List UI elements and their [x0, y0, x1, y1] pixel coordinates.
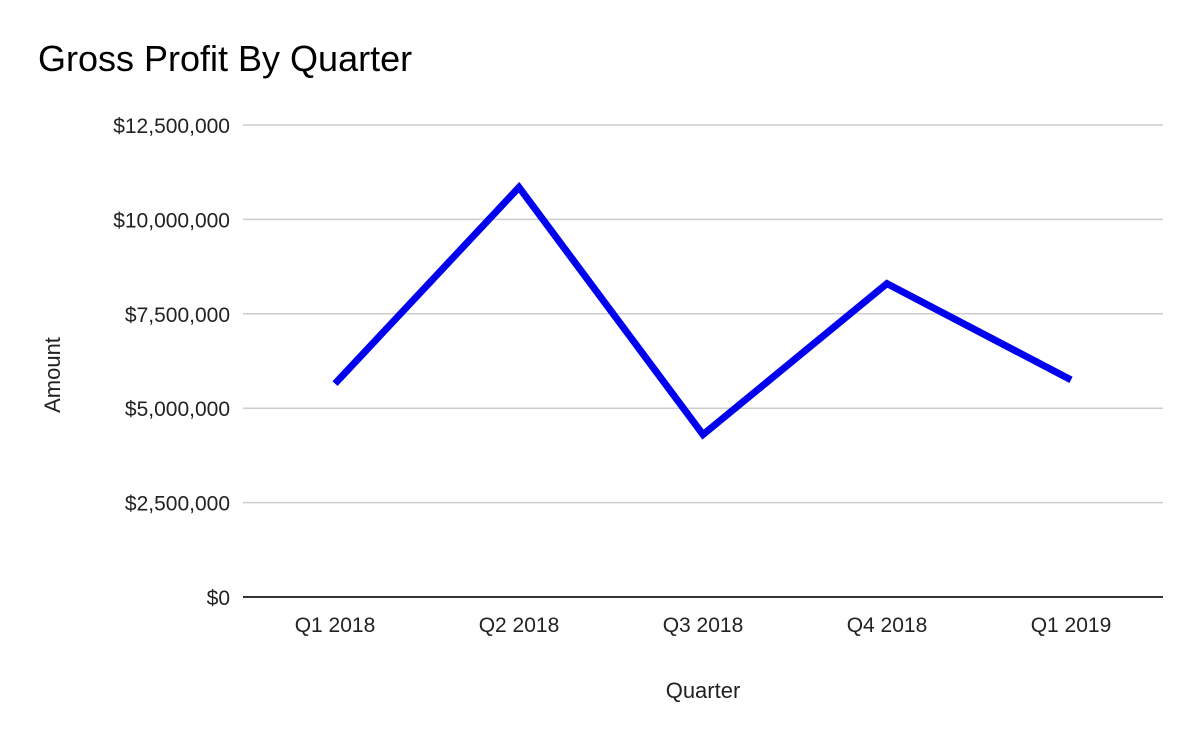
- x-tick-label: Q4 2018: [847, 614, 928, 637]
- x-tick-labels: Q1 2018 Q2 2018 Q3 2018 Q4 2018 Q1 2019: [295, 614, 1112, 637]
- y-axis-label: Amount: [40, 337, 65, 413]
- x-tick-label: Q2 2018: [479, 614, 560, 637]
- y-tick-label: $12,500,000: [113, 115, 230, 138]
- y-tick-label: $0: [207, 587, 230, 610]
- x-axis-label: Quarter: [666, 678, 741, 703]
- x-tick-label: Q1 2019: [1031, 614, 1112, 637]
- series-line: [332, 181, 1073, 440]
- x-tick-label: Q3 2018: [663, 614, 744, 637]
- y-tick-label: $10,000,000: [113, 209, 230, 232]
- chart-title: Gross Profit By Quarter: [38, 38, 413, 79]
- y-tick-label: $5,000,000: [125, 398, 230, 421]
- gridlines: [243, 124, 1163, 504]
- y-tick-label: $7,500,000: [125, 304, 230, 327]
- series: [332, 181, 1073, 440]
- y-tick-label: $2,500,000: [125, 493, 230, 516]
- x-tick-label: Q1 2018: [295, 614, 376, 637]
- y-tick-labels: $0 $2,500,000 $5,000,000 $7,500,000 $10,000,…: [113, 115, 230, 610]
